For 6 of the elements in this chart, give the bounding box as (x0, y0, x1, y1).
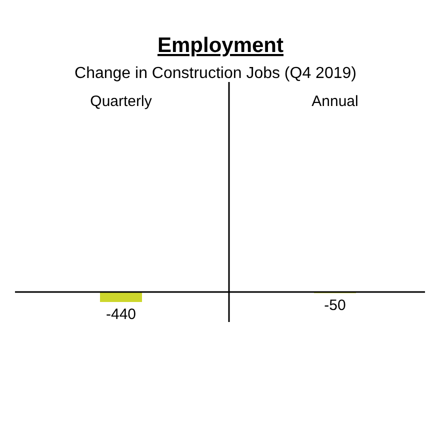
data-label: -50 (324, 297, 346, 314)
chart-title: Employment (157, 34, 284, 57)
data-label: -440 (106, 306, 136, 323)
x-tick-label: Annual (312, 93, 358, 110)
chart-subtitle: Change in Construction Jobs (Q4 2019) (74, 65, 356, 82)
x-tick-label: Quarterly (90, 93, 152, 110)
